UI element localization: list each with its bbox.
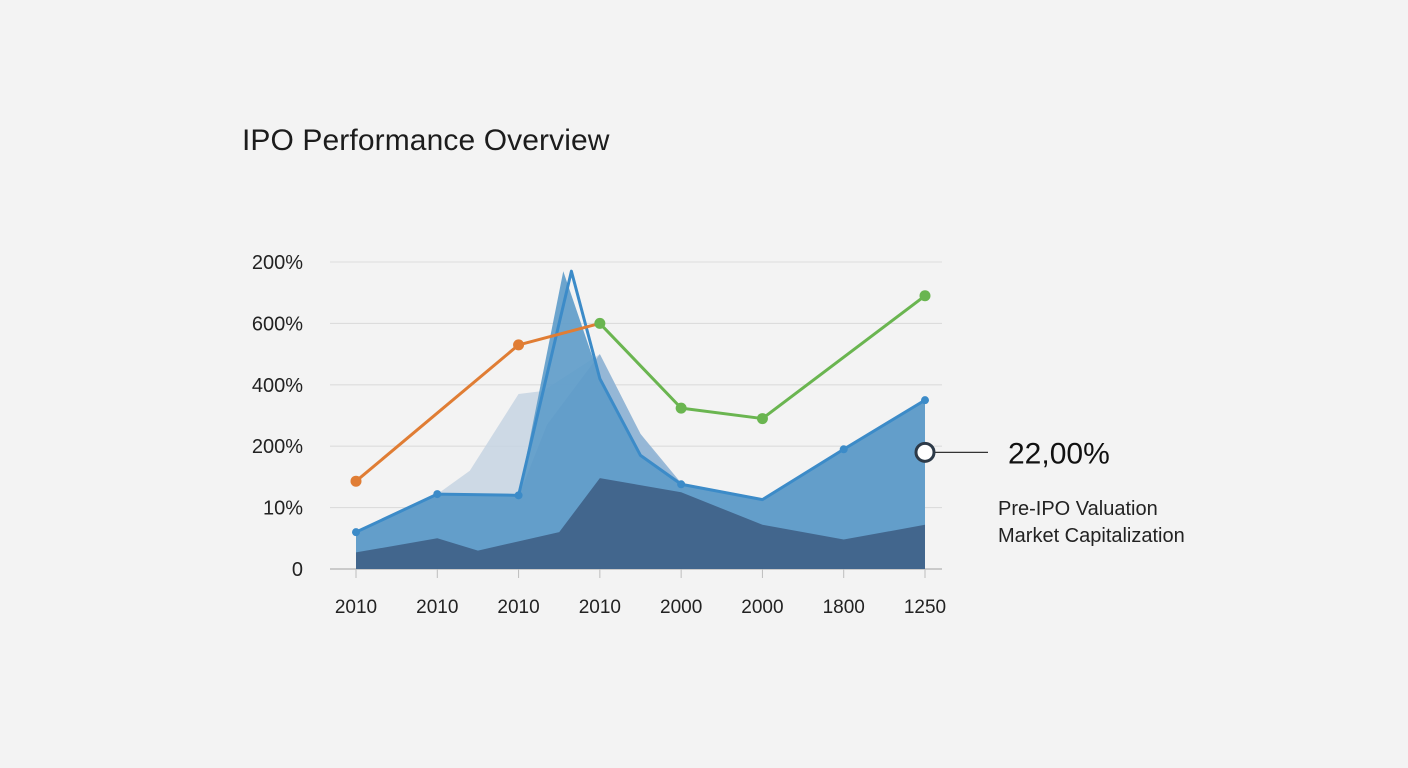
data-point[interactable] bbox=[352, 528, 360, 537]
data-point[interactable] bbox=[433, 490, 442, 499]
chart-title: IPO Performance Overview bbox=[242, 124, 610, 157]
value-callout: 22,00% bbox=[914, 437, 1110, 470]
data-point[interactable] bbox=[594, 317, 606, 329]
data-point[interactable] bbox=[350, 475, 362, 487]
data-point[interactable] bbox=[839, 445, 848, 454]
area-dark-base-area bbox=[356, 478, 925, 569]
y-tick-label: 400% bbox=[252, 375, 303, 397]
area-series bbox=[356, 271, 925, 569]
x-tick-label: 1250 bbox=[904, 597, 946, 618]
x-tick-label: 2010 bbox=[416, 597, 458, 618]
data-point[interactable] bbox=[919, 290, 931, 302]
data-point[interactable] bbox=[677, 480, 686, 489]
x-tick-label: 2010 bbox=[579, 597, 621, 618]
y-tick-label: 200% bbox=[252, 252, 303, 274]
y-axis-ticks: 0 10% 200% 400% 600% 200% bbox=[252, 252, 303, 581]
data-point[interactable] bbox=[513, 339, 525, 351]
line-blue-line bbox=[354, 269, 927, 534]
x-tick-label: 2010 bbox=[335, 597, 377, 618]
x-axis-ticks: 2010 2010 2010 2010 2000 2000 1800 1250 bbox=[335, 569, 946, 618]
y-tick-label: 10% bbox=[263, 498, 303, 520]
callout-marker[interactable] bbox=[914, 441, 936, 463]
data-point[interactable] bbox=[514, 491, 523, 500]
data-point[interactable] bbox=[921, 396, 929, 405]
data-point[interactable] bbox=[675, 402, 687, 414]
x-tick-label: 1800 bbox=[823, 597, 865, 618]
y-tick-label: 600% bbox=[252, 313, 303, 335]
y-tick-label: 200% bbox=[252, 436, 303, 458]
legend-entry-pre-ipo-valuation: Pre-IPO Valuation bbox=[998, 498, 1158, 520]
x-tick-label: 2000 bbox=[660, 597, 702, 618]
x-tick-label: 2000 bbox=[741, 597, 783, 618]
x-tick-label: 2010 bbox=[497, 597, 539, 618]
data-point[interactable] bbox=[756, 413, 768, 425]
y-tick-label: 0 bbox=[292, 559, 303, 581]
area-spike-area bbox=[356, 271, 925, 569]
legend: Pre-IPO Valuation Market Capitalization bbox=[998, 498, 1185, 547]
legend-entry-market-capitalization: Market Capitalization bbox=[998, 525, 1185, 547]
callout-value: 22,00% bbox=[1008, 437, 1110, 470]
line-green-line bbox=[598, 294, 927, 421]
line-series bbox=[350, 269, 931, 537]
